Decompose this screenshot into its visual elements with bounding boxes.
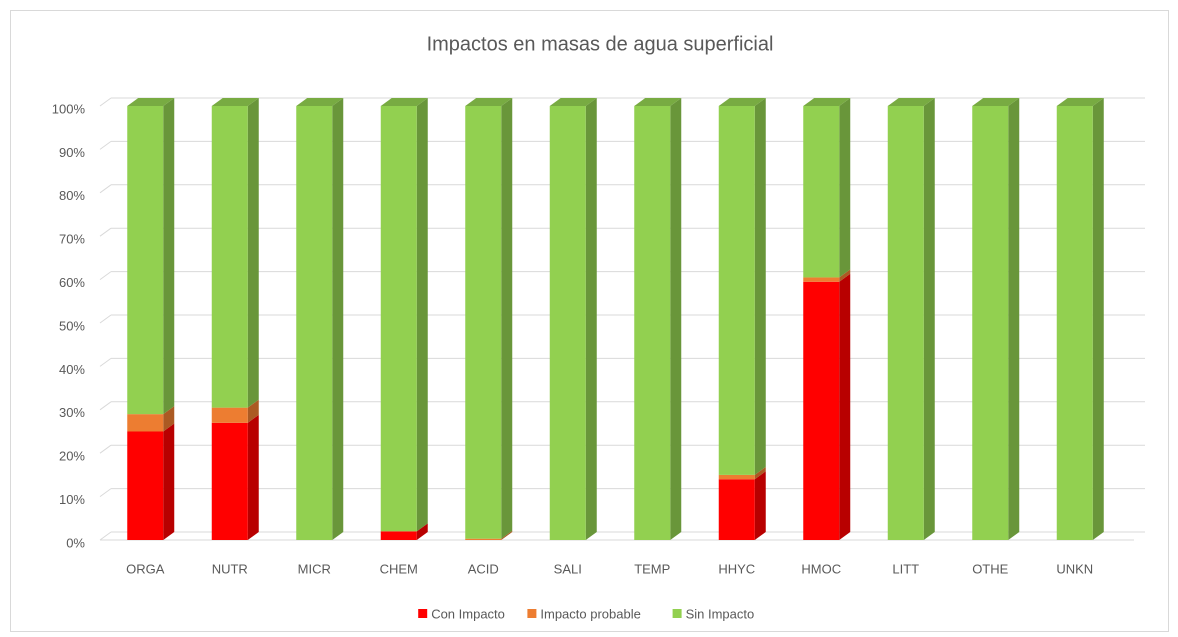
legend-swatch	[527, 609, 537, 618]
bar	[380, 531, 417, 540]
grid-line-floor	[99, 271, 112, 281]
bar-top	[465, 98, 513, 106]
bar	[803, 106, 840, 278]
chart-title: Impactos en masas de agua superficial	[427, 33, 774, 55]
bar-side	[839, 269, 851, 282]
bar	[465, 538, 502, 540]
bar-top	[1056, 98, 1104, 106]
bar	[972, 106, 1009, 540]
bar	[803, 281, 840, 540]
bar-side	[1092, 98, 1104, 540]
y-tick-label: 0%	[66, 535, 85, 550]
legend-label: Sin Impacto	[686, 606, 755, 621]
grid-line-floor	[99, 531, 112, 541]
bar-side	[501, 98, 513, 539]
bar	[718, 474, 755, 480]
x-tick-label: ORGA	[126, 561, 165, 576]
bar	[803, 277, 840, 282]
bar-top	[887, 98, 935, 106]
bar-side	[670, 98, 682, 540]
bar-top	[634, 98, 682, 106]
x-tick-label: LITT	[892, 561, 919, 576]
bar	[549, 106, 586, 540]
bar-side	[416, 98, 428, 532]
x-tick-label: ACID	[468, 561, 499, 576]
grid-line-floor	[99, 227, 112, 237]
bar-side	[754, 466, 766, 480]
bar-top	[127, 98, 175, 106]
bar-side	[754, 471, 766, 540]
bar-side	[163, 423, 175, 540]
bar-top	[296, 98, 344, 106]
grid-line-floor	[99, 488, 112, 498]
grid-line-floor	[99, 444, 112, 454]
x-tick-label: HHYC	[718, 561, 755, 576]
y-tick-label: 20%	[59, 449, 85, 464]
x-tick-label: CHEM	[380, 561, 418, 576]
y-tick-label: 60%	[59, 275, 85, 290]
bar	[127, 414, 164, 432]
x-tick-label: MICR	[298, 561, 331, 576]
x-tick-label: UNKN	[1056, 561, 1093, 576]
bar	[127, 431, 164, 540]
legend-label: Con Impacto	[431, 606, 505, 621]
bar-side	[839, 273, 851, 540]
bar-top	[380, 98, 428, 106]
grid-line-floor	[99, 184, 112, 194]
bar-side	[754, 98, 766, 475]
grid-line-floor	[99, 314, 112, 324]
bar-side	[247, 414, 259, 540]
bar-top	[803, 98, 851, 106]
bar-side	[163, 98, 175, 415]
x-tick-label: SALI	[554, 561, 582, 576]
y-tick-label: 50%	[59, 318, 85, 333]
bar-side	[247, 98, 259, 408]
bar	[887, 106, 924, 540]
bar-side	[1008, 98, 1020, 540]
legend-label: Impacto probable	[540, 606, 640, 621]
legend-swatch	[672, 609, 682, 618]
x-tick-label: HMOC	[801, 561, 841, 576]
bar-top	[718, 98, 766, 106]
x-tick-label: NUTR	[212, 561, 248, 576]
bar-side	[839, 98, 851, 278]
bar-top	[972, 98, 1020, 106]
y-tick-label: 100%	[52, 101, 86, 116]
bar	[380, 106, 417, 532]
bar	[1056, 106, 1093, 540]
bar-side	[585, 98, 597, 540]
y-tick-label: 80%	[59, 188, 85, 203]
bar-side	[923, 98, 935, 540]
bar	[211, 106, 248, 408]
bar	[718, 106, 755, 475]
bar-top	[211, 98, 259, 106]
y-tick-label: 90%	[59, 145, 85, 160]
bar	[211, 422, 248, 540]
grid-line-floor	[99, 401, 112, 411]
bar-side	[416, 523, 428, 540]
bar-side	[163, 406, 175, 432]
bar	[211, 407, 248, 423]
bar	[296, 106, 333, 540]
bar	[634, 106, 671, 540]
bar-top	[549, 98, 597, 106]
bar-side	[501, 530, 513, 540]
y-tick-label: 40%	[59, 362, 85, 377]
grid-line-floor	[99, 140, 112, 150]
bar	[465, 106, 502, 539]
bar-side	[332, 98, 344, 540]
bar	[718, 479, 755, 540]
x-tick-label: OTHE	[972, 561, 1008, 576]
y-tick-label: 10%	[59, 492, 85, 507]
y-tick-label: 30%	[59, 405, 85, 420]
y-tick-label: 70%	[59, 232, 85, 247]
bar-side	[247, 399, 259, 423]
grid-line-floor	[99, 97, 112, 107]
legend-swatch	[418, 609, 428, 618]
x-tick-label: TEMP	[634, 561, 670, 576]
grid-line-floor	[99, 357, 112, 367]
bar	[127, 106, 164, 415]
